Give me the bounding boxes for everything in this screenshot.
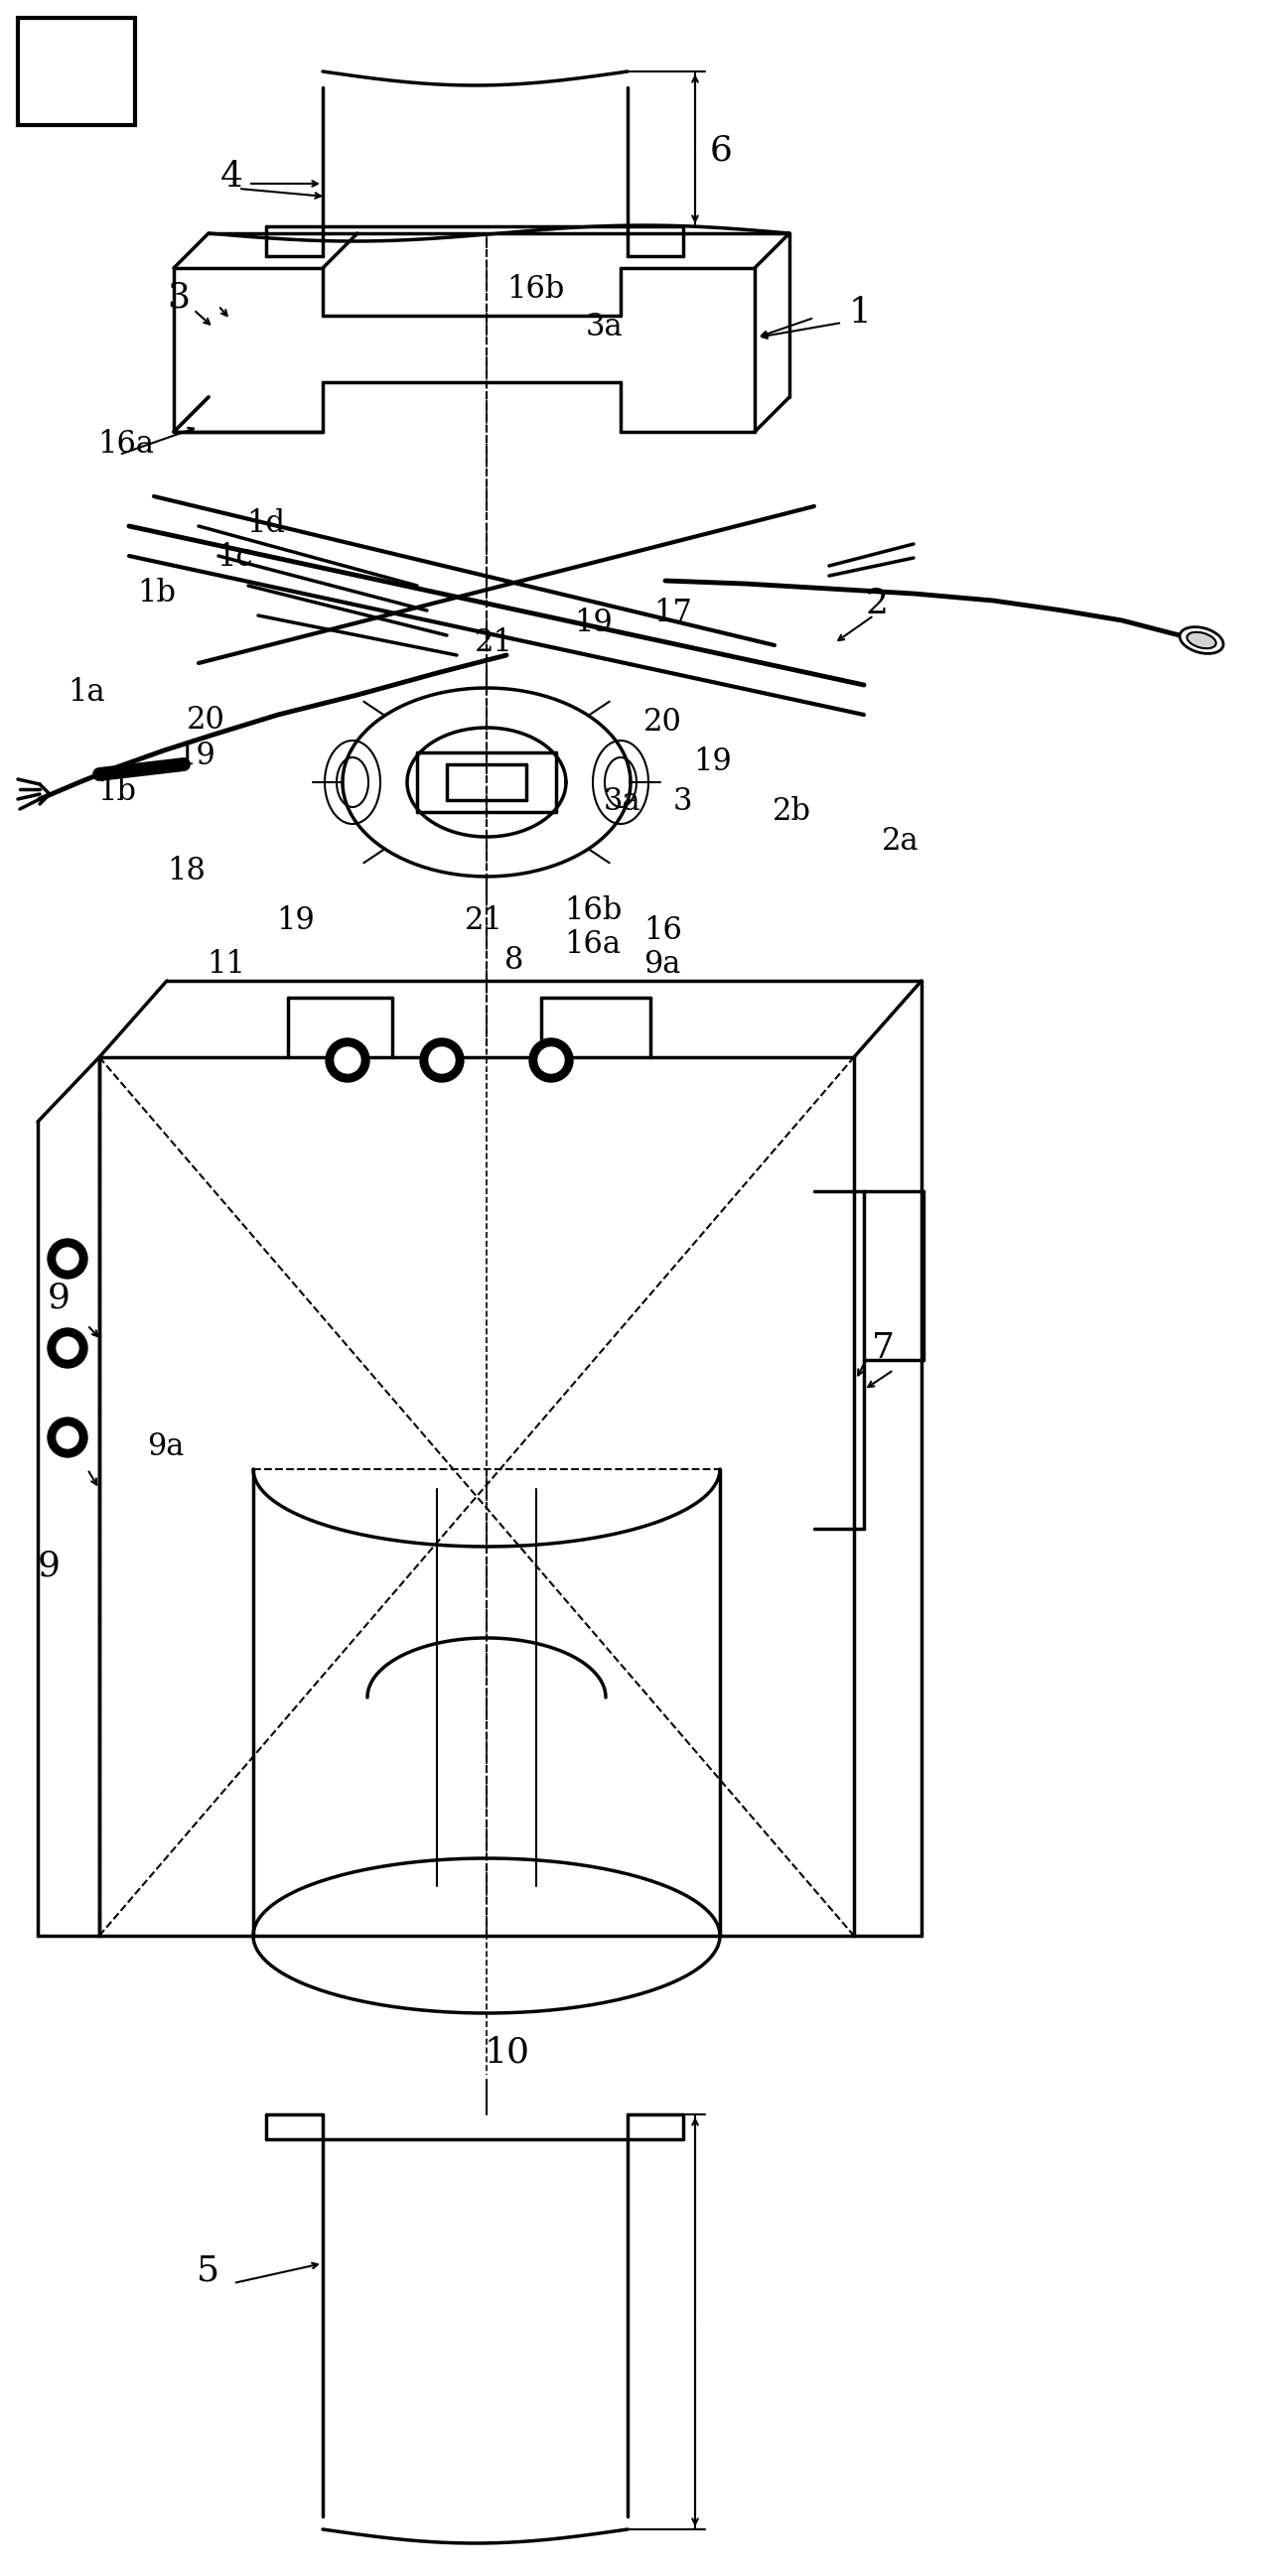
Text: 3a: 3a <box>604 786 641 817</box>
Text: 3a: 3a <box>586 312 623 343</box>
Text: 9: 9 <box>47 1280 70 1316</box>
Text: 21: 21 <box>475 629 513 659</box>
Text: 5: 5 <box>196 2254 219 2287</box>
Text: 3: 3 <box>673 786 693 817</box>
Circle shape <box>538 1048 564 1074</box>
Circle shape <box>429 1048 455 1074</box>
Circle shape <box>47 1329 88 1368</box>
Text: 9: 9 <box>38 1551 60 1584</box>
Text: 19: 19 <box>177 742 215 773</box>
Circle shape <box>326 1038 369 1082</box>
Text: 図: 図 <box>22 46 52 95</box>
Text: 1: 1 <box>88 44 126 98</box>
Text: 1b: 1b <box>97 778 136 806</box>
Text: 18: 18 <box>167 855 205 886</box>
Text: 6: 6 <box>710 134 733 167</box>
Circle shape <box>56 1247 79 1270</box>
Text: 16: 16 <box>643 914 682 945</box>
Text: 2a: 2a <box>882 827 919 858</box>
Text: 9a: 9a <box>643 951 680 981</box>
Circle shape <box>47 1239 88 1278</box>
Ellipse shape <box>1180 626 1223 654</box>
Text: 1: 1 <box>848 296 871 330</box>
Circle shape <box>47 1417 88 1458</box>
Circle shape <box>56 1337 79 1360</box>
Text: 3: 3 <box>167 281 190 314</box>
Circle shape <box>420 1038 464 1082</box>
Circle shape <box>529 1038 573 1082</box>
Text: 1a: 1a <box>68 677 104 708</box>
Text: 16b: 16b <box>564 896 622 927</box>
Text: 図1: 図1 <box>55 52 116 98</box>
Ellipse shape <box>1187 631 1215 649</box>
Text: 20: 20 <box>643 708 682 739</box>
Text: 2b: 2b <box>772 796 812 827</box>
Text: 16a: 16a <box>564 930 620 961</box>
Text: 16a: 16a <box>97 430 154 461</box>
FancyBboxPatch shape <box>18 18 135 126</box>
Text: 9a: 9a <box>147 1432 183 1463</box>
Circle shape <box>335 1048 361 1074</box>
Text: 1c: 1c <box>217 544 252 574</box>
Text: 11: 11 <box>206 951 246 981</box>
Text: 1b: 1b <box>138 577 176 608</box>
Text: 16b: 16b <box>507 276 564 304</box>
Text: 19: 19 <box>693 747 731 778</box>
Text: 7: 7 <box>871 1332 894 1365</box>
Text: 4: 4 <box>220 160 243 193</box>
Text: 19: 19 <box>575 608 613 639</box>
Text: 8: 8 <box>505 945 524 976</box>
Text: 10: 10 <box>484 2035 530 2069</box>
Text: 21: 21 <box>465 907 503 938</box>
Text: 20: 20 <box>187 703 225 734</box>
Text: 19: 19 <box>276 907 315 938</box>
Text: 1d: 1d <box>246 507 285 538</box>
Text: 17: 17 <box>654 598 692 629</box>
Text: 2: 2 <box>866 587 889 621</box>
Circle shape <box>56 1427 79 1448</box>
